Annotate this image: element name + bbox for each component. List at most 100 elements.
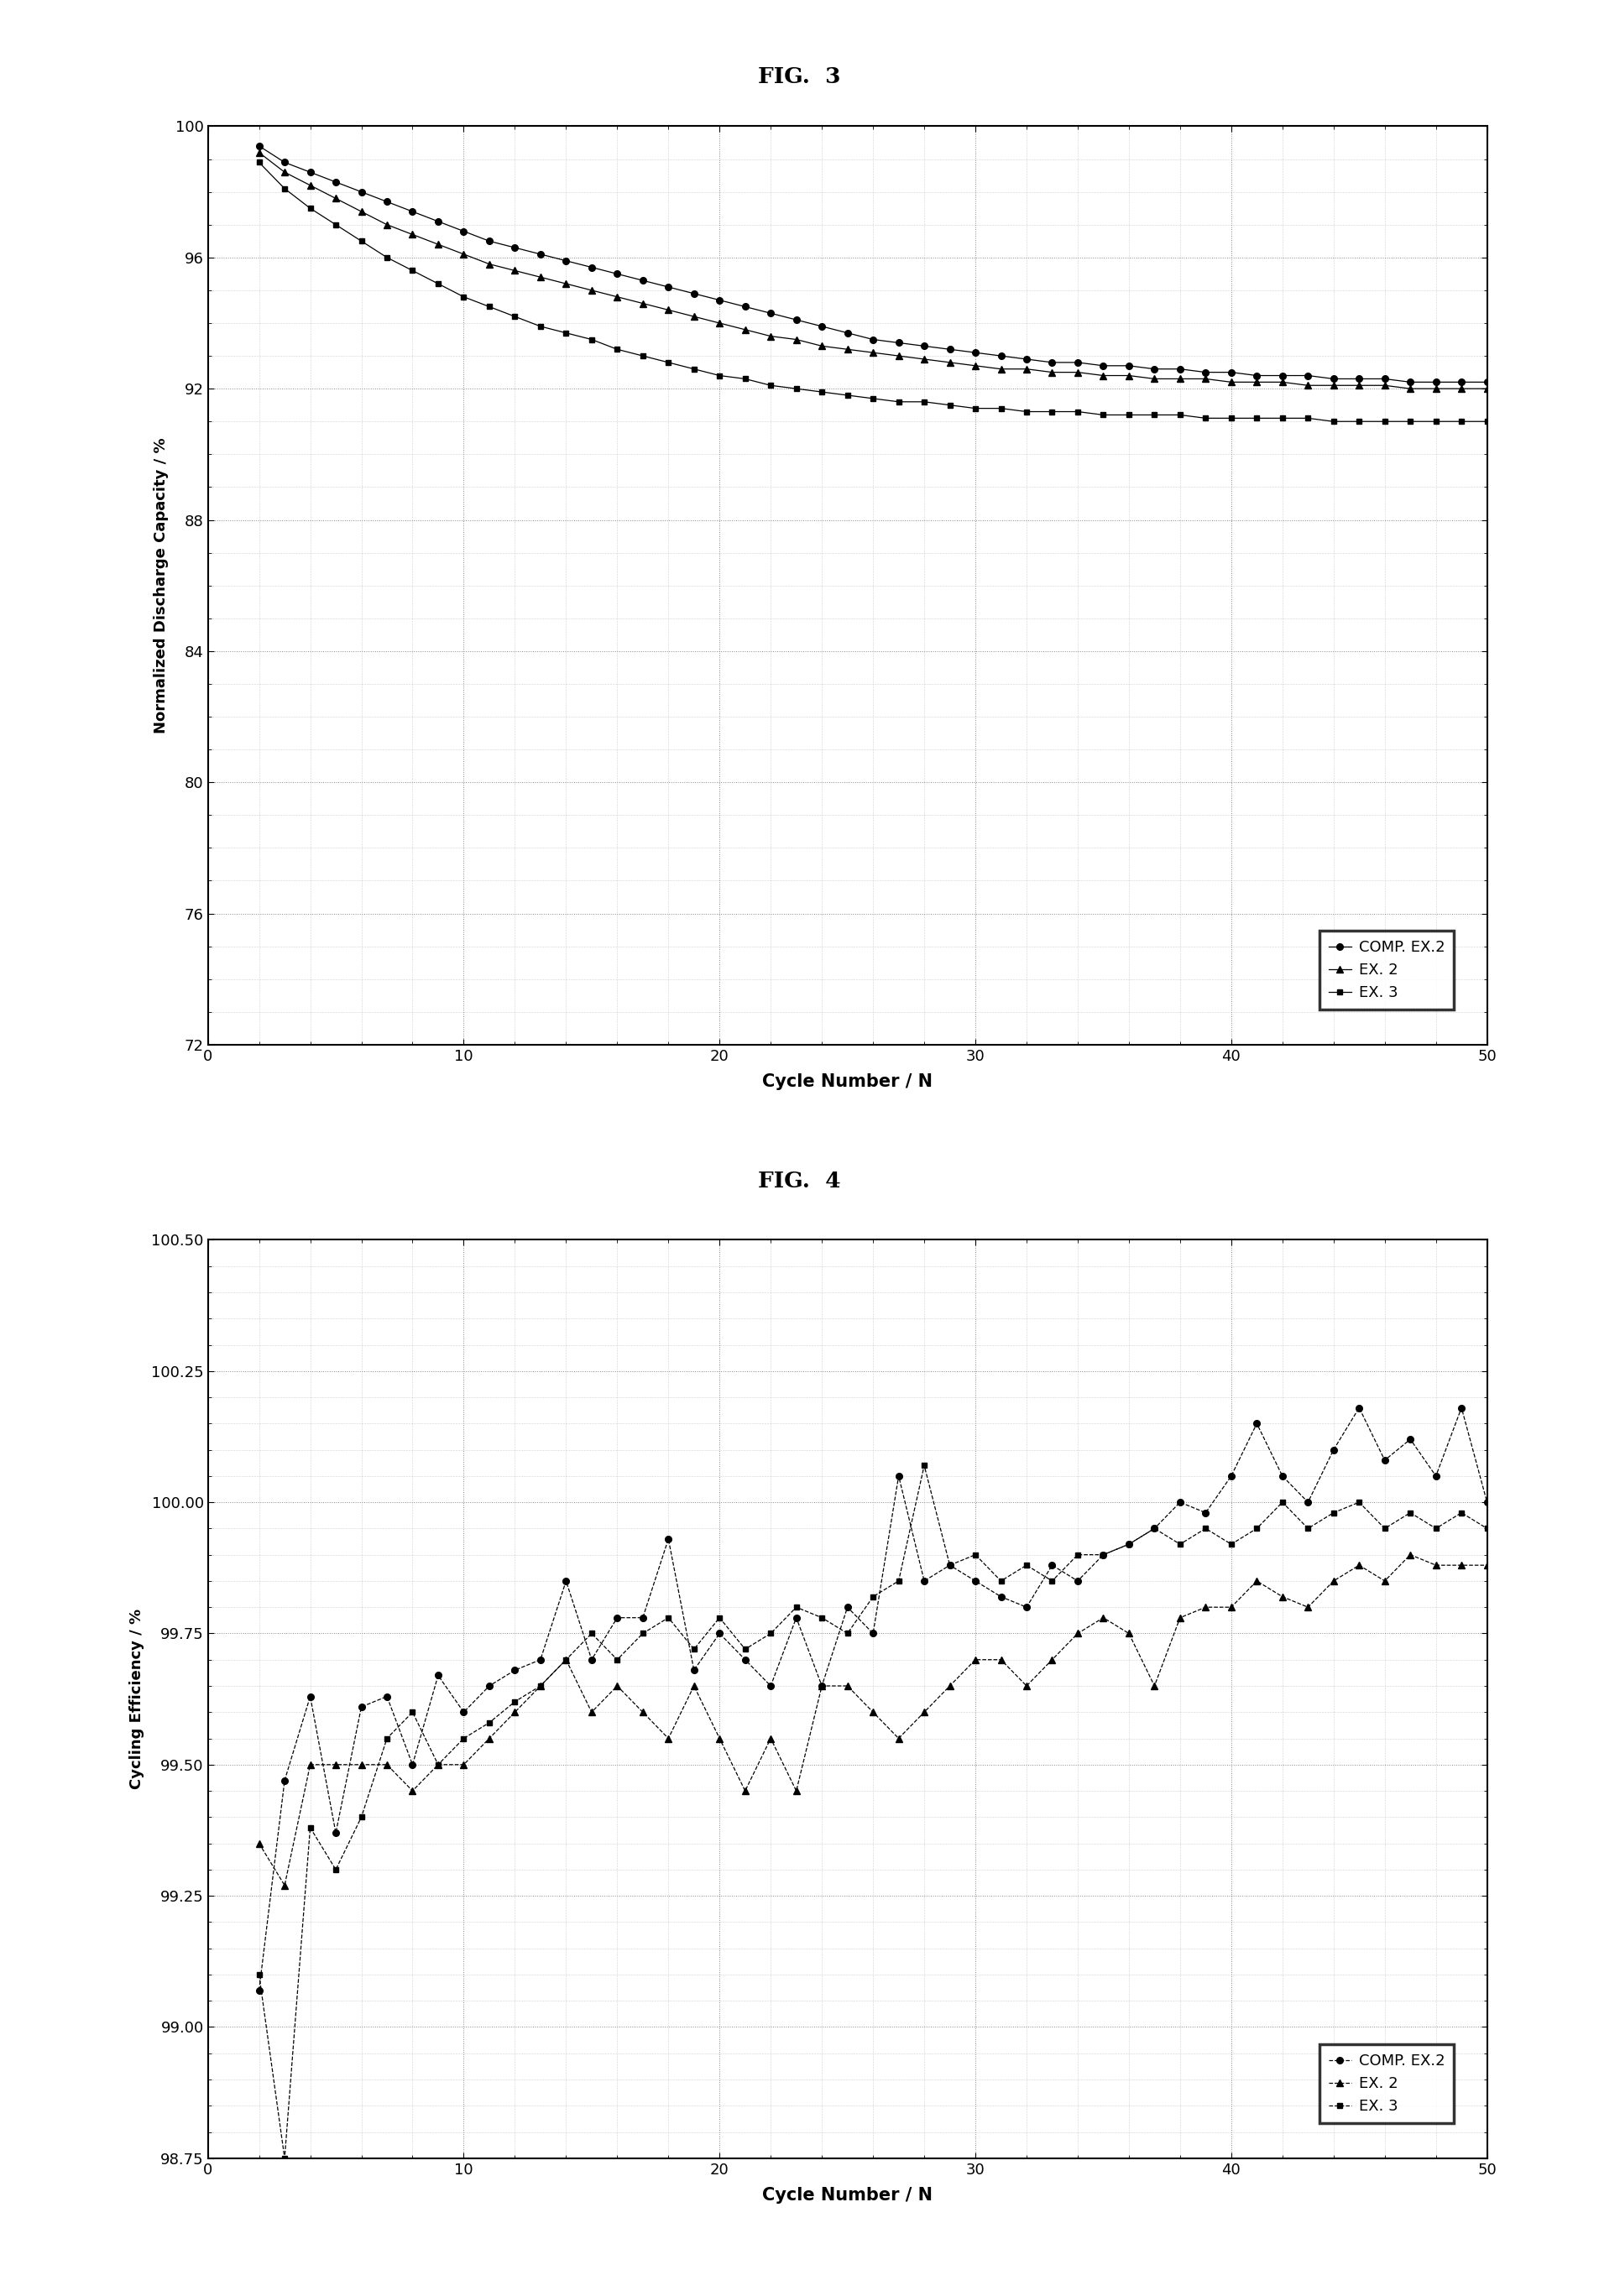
EX. 3 (736, 1635, 755, 1662)
COMP. EX.2 (301, 1683, 320, 1711)
X-axis label: Cycle Number / N: Cycle Number / N (763, 2186, 932, 2204)
EX. 3 (1170, 1531, 1190, 1559)
EX. 2 (1196, 1593, 1215, 1621)
EX. 3 (1375, 409, 1394, 436)
COMP. EX.2 (991, 1582, 1011, 1609)
COMP. EX.2 (377, 1683, 397, 1711)
COMP. EX.2 (582, 253, 601, 280)
EX. 2 (1426, 374, 1445, 402)
Line: EX. 3: EX. 3 (256, 158, 1490, 425)
EX. 2 (1298, 372, 1318, 400)
EX. 2 (403, 1777, 422, 1805)
EX. 3 (1452, 1499, 1471, 1527)
EX. 2 (326, 184, 345, 211)
COMP. EX.2 (761, 298, 780, 326)
EX. 2 (761, 321, 780, 349)
EX. 2 (352, 197, 371, 225)
COMP. EX.2 (684, 280, 704, 308)
COMP. EX.2 (736, 1646, 755, 1674)
EX. 3 (1273, 404, 1292, 432)
EX. 2 (1452, 374, 1471, 402)
EX. 3 (531, 1671, 550, 1699)
EX. 2 (480, 250, 499, 278)
EX. 3 (915, 388, 934, 416)
COMP. EX.2 (403, 197, 422, 225)
COMP. EX.2 (1375, 1446, 1394, 1474)
EX. 3 (1477, 409, 1497, 436)
EX. 3 (761, 372, 780, 400)
COMP. EX.2 (608, 259, 627, 287)
EX. 3 (403, 1699, 422, 1727)
COMP. EX.2 (1324, 365, 1343, 393)
COMP. EX.2 (582, 1646, 601, 1674)
EX. 2 (787, 326, 806, 354)
EX. 3 (301, 195, 320, 223)
EX. 2 (838, 1671, 857, 1699)
COMP. EX.2 (1401, 1426, 1420, 1453)
COMP. EX.2 (556, 248, 576, 276)
Line: EX. 3: EX. 3 (256, 1463, 1490, 2161)
COMP. EX.2 (1119, 1531, 1138, 1559)
COMP. EX.2 (838, 319, 857, 347)
COMP. EX.2 (863, 326, 883, 354)
EX. 3 (1017, 397, 1036, 425)
COMP. EX.2 (1401, 367, 1420, 395)
EX. 2 (1196, 365, 1215, 393)
EX. 2 (454, 241, 473, 269)
EX. 2 (454, 1752, 473, 1779)
EX. 3 (1222, 1531, 1241, 1559)
EX. 2 (1170, 1605, 1190, 1632)
EX. 2 (1350, 372, 1369, 400)
COMP. EX.2 (736, 294, 755, 321)
EX. 3 (480, 1708, 499, 1736)
EX. 3 (838, 381, 857, 409)
EX. 2 (352, 1752, 371, 1779)
EX. 3 (1170, 402, 1190, 429)
COMP. EX.2 (1094, 351, 1113, 379)
EX. 2 (429, 230, 448, 257)
EX. 2 (633, 289, 652, 317)
EX. 2 (710, 310, 729, 338)
EX. 2 (1043, 358, 1062, 386)
COMP. EX.2 (608, 1605, 627, 1632)
COMP. EX.2 (1247, 363, 1266, 390)
EX. 3 (1426, 409, 1445, 436)
COMP. EX.2 (249, 1977, 269, 2004)
EX. 2 (531, 1671, 550, 1699)
COMP. EX.2 (1426, 367, 1445, 395)
COMP. EX.2 (1196, 1499, 1215, 1527)
EX. 3 (1043, 1568, 1062, 1596)
EX. 3 (377, 1724, 397, 1752)
EX. 3 (1068, 397, 1087, 425)
EX. 2 (1043, 1646, 1062, 1674)
EX. 3 (710, 363, 729, 390)
EX. 3 (1350, 1488, 1369, 1515)
COMP. EX.2 (1017, 1593, 1036, 1621)
EX. 3 (940, 1552, 959, 1580)
COMP. EX.2 (275, 1766, 294, 1793)
EX. 3 (1017, 1552, 1036, 1580)
Line: EX. 2: EX. 2 (256, 1552, 1490, 1890)
EX. 2 (889, 342, 908, 370)
COMP. EX.2 (1043, 349, 1062, 377)
EX. 3 (633, 342, 652, 370)
COMP. EX.2 (454, 1699, 473, 1727)
COMP. EX.2 (1477, 1488, 1497, 1515)
EX. 3 (1350, 409, 1369, 436)
EX. 3 (1401, 409, 1420, 436)
EX. 3 (505, 1688, 524, 1715)
COMP. EX.2 (352, 1692, 371, 1720)
EX. 2 (1273, 1582, 1292, 1609)
EX. 3 (352, 227, 371, 255)
COMP. EX.2 (1247, 1410, 1266, 1437)
EX. 3 (1426, 1515, 1445, 1543)
COMP. EX.2 (1452, 1394, 1471, 1421)
EX. 2 (915, 344, 934, 372)
EX. 2 (659, 296, 678, 324)
EX. 3 (275, 174, 294, 202)
EX. 2 (556, 271, 576, 298)
EX. 2 (377, 211, 397, 239)
COMP. EX.2 (505, 1655, 524, 1683)
EX. 2 (1247, 1568, 1266, 1596)
EX. 3 (736, 365, 755, 393)
